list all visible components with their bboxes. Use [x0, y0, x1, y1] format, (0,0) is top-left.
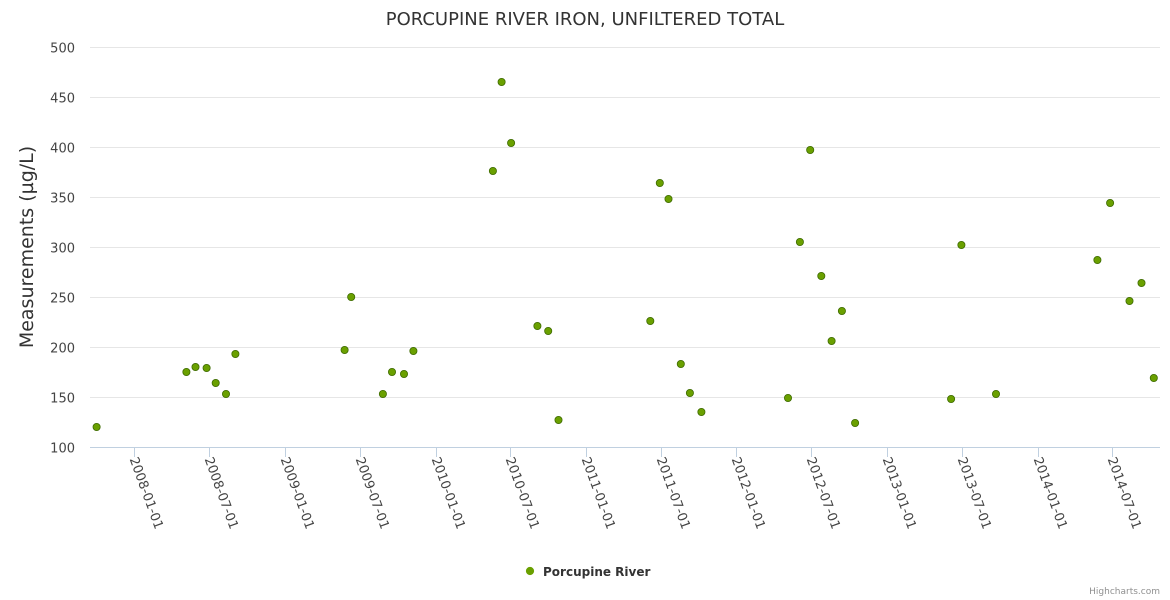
data-point[interactable] — [497, 78, 506, 87]
data-point[interactable] — [507, 138, 516, 147]
x-tick-label: 2009-01-01 — [277, 455, 317, 531]
data-point[interactable] — [202, 363, 211, 372]
data-point[interactable] — [957, 240, 966, 249]
data-point[interactable] — [697, 407, 706, 416]
legend-marker — [525, 566, 535, 576]
data-point[interactable] — [554, 415, 563, 424]
data-point[interactable] — [340, 345, 349, 354]
y-tick-label: 250 — [50, 292, 75, 307]
data-point[interactable] — [347, 292, 356, 301]
legend-label: Porcupine River — [543, 565, 650, 579]
x-tick-label: 2013-07-01 — [954, 455, 994, 531]
x-tick-label: 2010-07-01 — [502, 455, 542, 531]
data-point[interactable] — [664, 194, 673, 203]
y-axis-title: Measurements (µg/L) — [16, 146, 38, 348]
data-point[interactable] — [817, 271, 826, 280]
data-point[interactable] — [92, 422, 101, 431]
x-tick-label: 2011-07-01 — [653, 455, 693, 531]
x-tick-label: 2010-01-01 — [428, 455, 468, 531]
grid-lines — [90, 47, 1160, 398]
y-tick-label: 350 — [50, 192, 75, 207]
data-point[interactable] — [399, 369, 408, 378]
data-point[interactable] — [784, 393, 793, 402]
legend[interactable]: Porcupine River — [525, 565, 650, 579]
y-tick-label: 500 — [50, 42, 75, 57]
data-point[interactable] — [851, 418, 860, 427]
x-tick-label: 2012-01-01 — [728, 455, 768, 531]
x-tick-label: 2008-07-01 — [201, 455, 241, 531]
data-point[interactable] — [378, 389, 387, 398]
x-tick-label: 2012-07-01 — [803, 455, 843, 531]
chart-title: PORCUPINE RIVER IRON, UNFILTERED TOTAL — [386, 9, 785, 30]
x-tick-label: 2013-01-01 — [879, 455, 919, 531]
credits-link[interactable]: Highcharts.com — [1089, 587, 1160, 597]
x-tick-label: 2014-07-01 — [1104, 455, 1144, 531]
y-tick-label: 150 — [50, 392, 75, 407]
x-axis-ticks: 2008-01-01 2008-07-01 2009-01-01 2009-07-01… — [126, 447, 1144, 531]
data-point[interactable] — [544, 326, 553, 335]
data-point[interactable] — [182, 367, 191, 376]
data-point[interactable] — [1149, 373, 1158, 382]
data-point[interactable] — [1093, 255, 1102, 264]
data-point[interactable] — [1125, 296, 1134, 305]
x-tick-label: 2011-01-01 — [578, 455, 618, 531]
data-point[interactable] — [191, 362, 200, 371]
data-point[interactable] — [795, 237, 804, 246]
y-tick-label: 200 — [50, 342, 75, 357]
data-point[interactable] — [827, 336, 836, 345]
data-point[interactable] — [387, 367, 396, 376]
data-points — [92, 78, 1158, 431]
data-point[interactable] — [221, 389, 230, 398]
data-point[interactable] — [1137, 278, 1146, 287]
data-point[interactable] — [1106, 198, 1115, 207]
y-tick-label: 450 — [50, 92, 75, 107]
data-point[interactable] — [655, 178, 664, 187]
x-tick-label: 2008-01-01 — [126, 455, 166, 531]
y-axis-tick-labels: 100 150 200 250 300 350 400 450 500 — [50, 42, 75, 457]
y-tick-label: 100 — [50, 442, 75, 457]
data-point[interactable] — [646, 316, 655, 325]
data-point[interactable] — [533, 321, 542, 330]
data-point[interactable] — [488, 166, 497, 175]
data-point[interactable] — [231, 349, 240, 358]
data-point[interactable] — [992, 389, 1001, 398]
data-point[interactable] — [947, 394, 956, 403]
data-point[interactable] — [409, 346, 418, 355]
data-point[interactable] — [211, 378, 220, 387]
data-point[interactable] — [685, 388, 694, 397]
x-tick-label: 2009-07-01 — [352, 455, 392, 531]
data-point[interactable] — [806, 145, 815, 154]
data-point[interactable] — [837, 306, 846, 315]
x-tick-label: 2014-01-01 — [1030, 455, 1070, 531]
y-tick-label: 400 — [50, 142, 75, 157]
y-tick-label: 300 — [50, 242, 75, 257]
data-point[interactable] — [676, 359, 685, 368]
